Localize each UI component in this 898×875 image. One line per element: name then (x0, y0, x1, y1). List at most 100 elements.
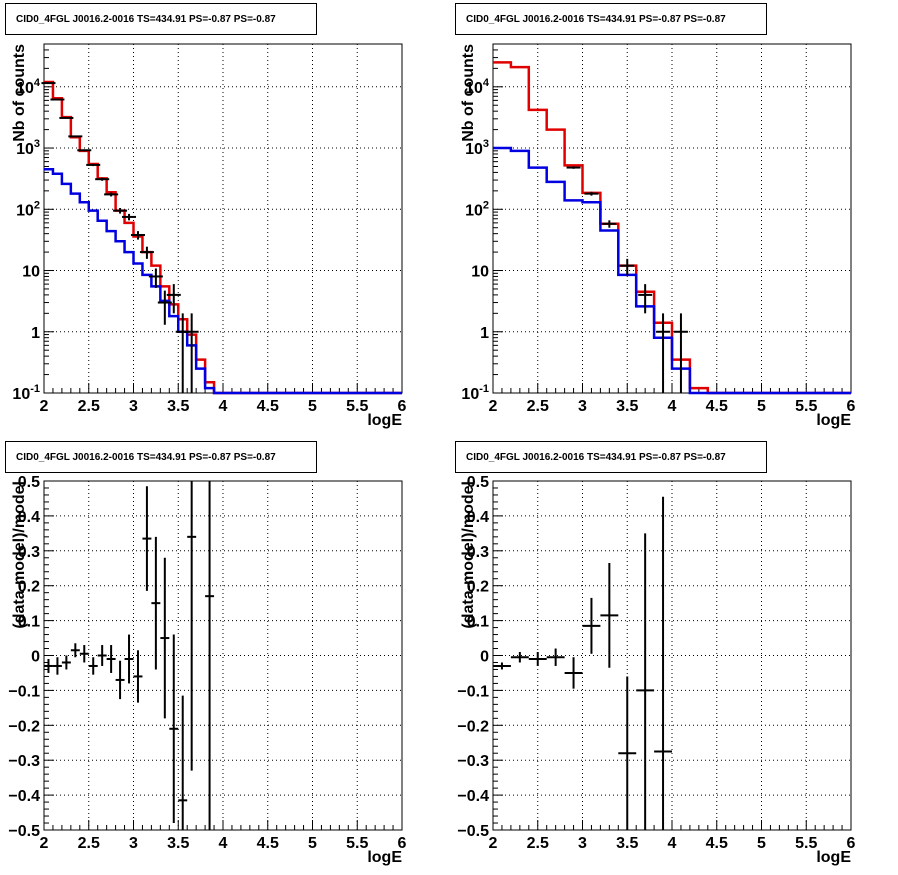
chart-3: 2 2.5 3 3.5 4 4.5 5 5.5 6 −0.5 −0.4 −0.3 −0.2 −0.1 0 0.… (457, 474, 855, 866)
data-point (566, 166, 581, 169)
residual-point (151, 536, 161, 670)
y-tick-label: −0.4 (8, 788, 40, 805)
residual-point (178, 695, 188, 830)
x-tick-label: 4.5 (257, 398, 279, 415)
x-tick-label: 4 (668, 835, 677, 852)
histogram-series (493, 146, 851, 395)
data-point (184, 313, 199, 393)
y-tick-label: −0.3 (457, 753, 489, 770)
data-point (656, 313, 671, 393)
residual-point (160, 557, 170, 719)
y-tick-label: 0.4 (467, 509, 489, 526)
data-point (122, 213, 137, 221)
x-tick-label: 2.5 (527, 835, 549, 852)
residual-point (205, 481, 215, 830)
chart-1: 2 2.5 3 3.5 4 4.5 5 5.5 6 10-1 1 10 102 103 104 logE Nb … (460, 43, 856, 429)
residual-point (70, 643, 80, 658)
x-axis-label: logE (816, 412, 851, 429)
x-tick-label: 3 (129, 835, 138, 852)
y-tick-label: −0.2 (457, 718, 489, 735)
x-tick-label: 5 (308, 835, 317, 852)
x-tick-label: 2.5 (527, 398, 549, 415)
y-tick-label: −0.3 (8, 753, 40, 770)
data-point (104, 192, 119, 197)
y-tick-label: 104 (465, 77, 490, 97)
residual-point (79, 645, 89, 663)
data-point (673, 313, 688, 393)
residual-point (169, 634, 179, 824)
x-tick-label: 4 (219, 398, 228, 415)
data-point (41, 82, 56, 85)
y-tick-label: 10-1 (461, 383, 489, 403)
x-tick-label: 2 (489, 398, 498, 415)
data-point (148, 268, 163, 288)
y-tick-label: 102 (16, 199, 40, 219)
y-axis-label: Nb of counts (460, 44, 477, 142)
y-tick-label: 0 (31, 649, 40, 666)
residual-point (510, 652, 529, 663)
residual-point (115, 660, 125, 700)
y-tick-label: 1 (31, 325, 40, 342)
x-tick-label: 2 (489, 835, 498, 852)
x-tick-label: 2 (40, 398, 49, 415)
x-tick-label: 2.5 (78, 835, 100, 852)
residual-point (636, 533, 655, 830)
x-tick-label: 5 (757, 835, 766, 852)
residual-point (582, 597, 601, 654)
data-point (638, 284, 653, 314)
data-point (95, 177, 110, 181)
y-tick-label: −0.1 (457, 683, 489, 700)
plot-frame (43, 480, 403, 831)
data-point (86, 163, 101, 167)
chart-title: CID0_4FGL J0016.2-0016 TS=434.91 PS=-0.8… (455, 3, 767, 35)
x-tick-label: 4.5 (706, 398, 728, 415)
x-tick-label: 6 (398, 398, 407, 415)
data-point (50, 98, 65, 101)
y-axis-label: (data-model)/model (11, 481, 28, 629)
x-tick-label: 6 (847, 835, 856, 852)
data-point (130, 231, 145, 240)
y-tick-label: 0.1 (467, 614, 489, 631)
residual-point (654, 496, 672, 830)
y-tick-label: 103 (465, 138, 489, 158)
x-tick-label: 6 (398, 835, 407, 852)
x-tick-label: 3.5 (616, 398, 638, 415)
residual-point (106, 645, 116, 673)
x-tick-label: 5.5 (346, 835, 368, 852)
histogram-series (44, 168, 402, 395)
chart-title: CID0_4FGL J0016.2-0016 TS=434.91 PS=-0.8… (5, 441, 317, 473)
chart-title: CID0_4FGL J0016.2-0016 TS=434.91 PS=-0.8… (5, 3, 317, 35)
x-axis-label: logE (367, 849, 402, 866)
x-tick-label: 3.5 (616, 835, 638, 852)
histogram-series (493, 61, 851, 395)
y-tick-label: −0.5 (8, 823, 40, 840)
x-tick-label: 2.5 (78, 398, 100, 415)
y-tick-label: 103 (16, 138, 40, 158)
residual-point (52, 657, 62, 675)
data-point (77, 149, 92, 152)
data-point (166, 284, 181, 314)
data-point (139, 246, 154, 259)
y-tick-label: 0.3 (18, 544, 40, 561)
y-tick-label: 0 (480, 649, 489, 666)
histogram-series (44, 80, 402, 395)
y-tick-label: 10-1 (12, 383, 40, 403)
residual-point (97, 645, 107, 666)
data-point (68, 135, 83, 138)
x-tick-label: 4.5 (257, 835, 279, 852)
plot-frame (43, 43, 403, 394)
data-point (175, 313, 190, 393)
x-tick-label: 3 (578, 398, 587, 415)
chart-0: 2 2.5 3 3.5 4 4.5 5 5.5 6 10-1 1 10 102 103 104 logE Nb … (11, 43, 407, 429)
y-tick-label: −0.2 (8, 718, 40, 735)
x-tick-label: 3 (129, 398, 138, 415)
x-tick-label: 5.5 (346, 398, 368, 415)
plot-frame (492, 480, 852, 831)
chart-2: 2 2.5 3 3.5 4 4.5 5 5.5 6 −0.5 −0.4 −0.3 −0.2 −0.1 0 0.… (8, 474, 406, 866)
y-axis-label: (data-model)/model (460, 481, 477, 629)
data-point (620, 258, 635, 275)
data-point (157, 290, 172, 325)
data-point (113, 207, 128, 214)
x-tick-label: 5.5 (795, 398, 817, 415)
x-tick-label: 5 (308, 398, 317, 415)
